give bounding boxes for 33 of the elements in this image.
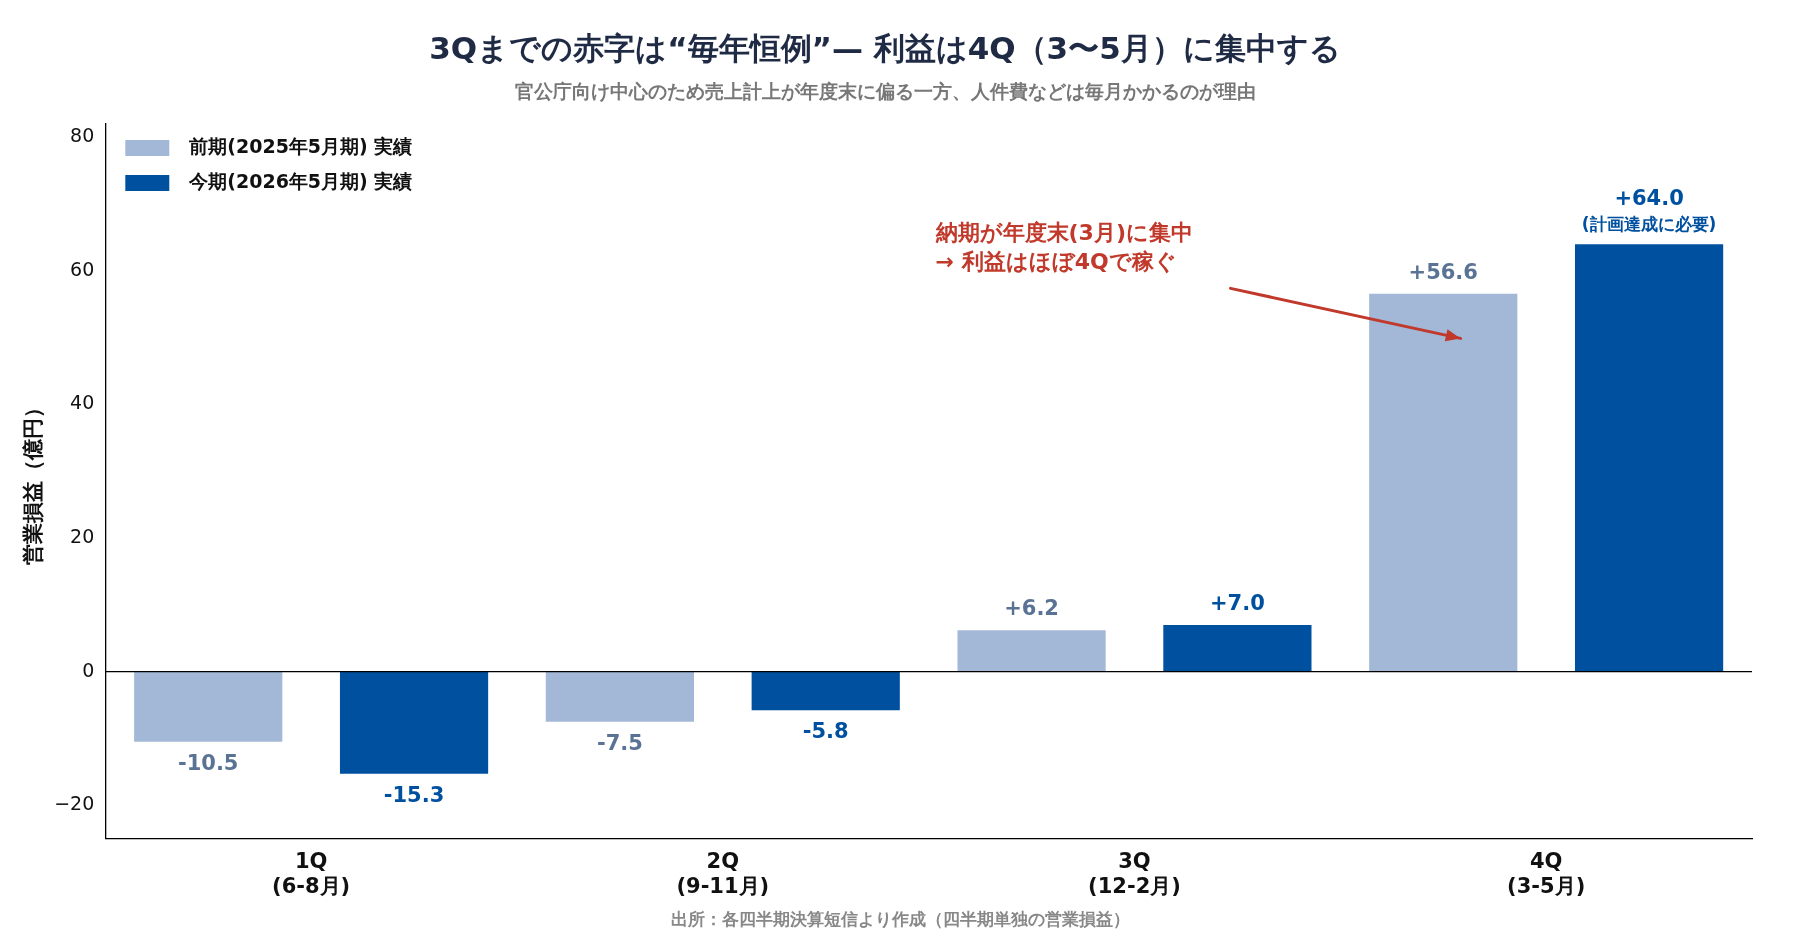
bar [1369, 293, 1518, 672]
x-tick-label: 4Q (3-5月) [1507, 848, 1586, 898]
data-label: -7.5 [596, 730, 643, 755]
bar [339, 671, 489, 774]
y-tick-label: −20 [54, 792, 95, 815]
x-tick-label: 1Q (6-8月) [272, 848, 351, 898]
data-label: +56.6 [1408, 259, 1478, 284]
annotation: 納期が年度末(3月)に集中 → 利益はほぼ4Qで稼ぐ [934, 220, 1193, 275]
data-label: -5.8 [802, 719, 849, 744]
y-tick-label: 40 [70, 391, 95, 414]
data-label: +6.2 [1004, 596, 1059, 621]
x-tick-label: 3Q (12-2月) [1088, 848, 1181, 898]
bar [1574, 244, 1724, 672]
legend-label: 今期(2026年5月期) 実績 [188, 169, 413, 192]
y-tick-label: 60 [70, 257, 95, 280]
data-label: -10.5 [177, 750, 239, 775]
chart-subtitle: 官公庁向け中心のため売上計上が年度末に偏る一方、人件費などは毎月かかるのが理由 [514, 79, 1256, 102]
bar [1163, 624, 1312, 672]
data-label: +7.0 [1210, 590, 1265, 615]
chart-title: 3Qまでの赤字は“毎年恒例”— 利益は4Q（3〜5月）に集中する [429, 29, 1341, 66]
data-label: +64.0 (計画達成に必要) [1581, 186, 1717, 235]
x-tick-label: 2Q (9-11月) [676, 848, 770, 898]
y-tick-label: 0 [82, 658, 95, 681]
y-tick-label: 20 [70, 525, 95, 547]
data-label: -15.3 [383, 782, 445, 807]
y-tick-label: 80 [70, 124, 95, 147]
text: 出所：各四半期決算短信より作成（四半期単独の営業損益） [670, 908, 1130, 929]
legend-label: 前期(2025年5月期) 実績 [188, 134, 413, 157]
y-axis-title: 営業損益（億円） [21, 397, 46, 566]
bar [134, 671, 283, 742]
bar [957, 630, 1106, 672]
bar [545, 671, 694, 722]
bar [751, 671, 900, 711]
